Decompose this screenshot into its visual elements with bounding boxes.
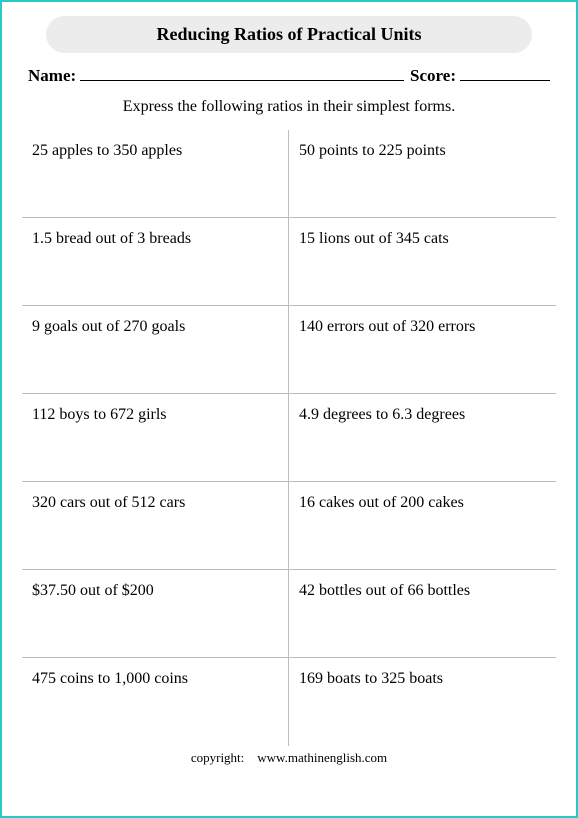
problem-cell: 169 boats to 325 boats — [289, 658, 556, 746]
instruction-text: Express the following ratios in their si… — [22, 98, 556, 116]
header-row: Name: Score: — [28, 63, 550, 86]
copyright-label: copyright: — [191, 750, 244, 765]
problem-row: $37.50 out of $200 42 bottles out of 66 … — [22, 570, 556, 658]
copyright-line: copyright: www.mathinenglish.com — [22, 750, 556, 766]
problem-cell: 112 boys to 672 girls — [22, 394, 289, 481]
problem-row: 1.5 bread out of 3 breads 15 lions out o… — [22, 218, 556, 306]
worksheet-title: Reducing Ratios of Practical Units — [157, 24, 422, 44]
problem-cell: 25 apples to 350 apples — [22, 130, 289, 217]
problem-row: 9 goals out of 270 goals 140 errors out … — [22, 306, 556, 394]
problem-cell: 320 cars out of 512 cars — [22, 482, 289, 569]
name-label: Name: — [28, 66, 76, 86]
problem-cell: $37.50 out of $200 — [22, 570, 289, 657]
worksheet-page: Reducing Ratios of Practical Units Name:… — [0, 0, 578, 818]
problem-cell: 1.5 bread out of 3 breads — [22, 218, 289, 305]
problem-cell: 50 points to 225 points — [289, 130, 556, 217]
problem-cell: 16 cakes out of 200 cakes — [289, 482, 556, 569]
score-label: Score: — [410, 66, 456, 86]
problem-row: 475 coins to 1,000 coins 169 boats to 32… — [22, 658, 556, 746]
problem-cell: 9 goals out of 270 goals — [22, 306, 289, 393]
problem-row: 320 cars out of 512 cars 16 cakes out of… — [22, 482, 556, 570]
problem-grid: 25 apples to 350 apples 50 points to 225… — [22, 130, 556, 746]
problem-cell: 4.9 degrees to 6.3 degrees — [289, 394, 556, 481]
problem-row: 112 boys to 672 girls 4.9 degrees to 6.3… — [22, 394, 556, 482]
problem-cell: 42 bottles out of 66 bottles — [289, 570, 556, 657]
name-input-line[interactable] — [80, 63, 404, 81]
score-input-line[interactable] — [460, 63, 550, 81]
problem-cell: 475 coins to 1,000 coins — [22, 658, 289, 746]
copyright-site: www.mathinenglish.com — [257, 750, 387, 765]
problem-cell: 15 lions out of 345 cats — [289, 218, 556, 305]
problem-row: 25 apples to 350 apples 50 points to 225… — [22, 130, 556, 218]
title-pill: Reducing Ratios of Practical Units — [46, 16, 532, 53]
problem-cell: 140 errors out of 320 errors — [289, 306, 556, 393]
